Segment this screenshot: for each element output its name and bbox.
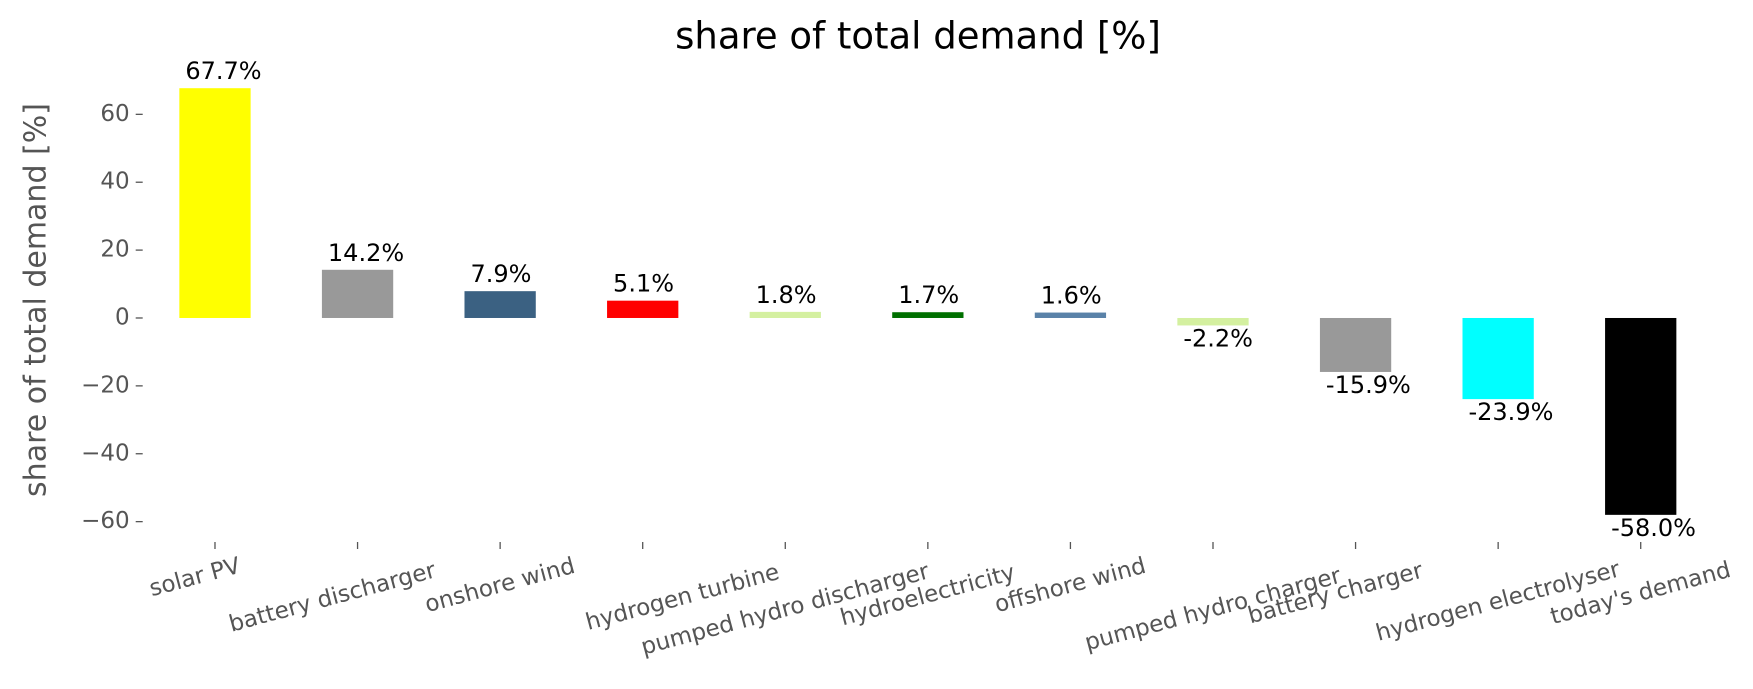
y-tick-label: 0	[115, 304, 130, 330]
y-tick-label: −60	[81, 508, 130, 534]
bar	[607, 300, 679, 318]
bar	[1462, 317, 1534, 400]
value-label: 14.2%	[328, 239, 404, 267]
bar	[321, 269, 394, 318]
bar	[749, 311, 821, 318]
x-tick-label: battery discharger	[226, 557, 439, 637]
value-label: -15.9%	[1326, 371, 1411, 399]
bar	[1605, 317, 1677, 515]
value-label: -23.9%	[1468, 398, 1553, 426]
x-tick-label: solar PV	[147, 553, 244, 602]
bar	[179, 88, 251, 318]
y-tick-label: 60	[100, 101, 129, 127]
y-tick-label: 20	[100, 237, 129, 263]
value-label: -2.2%	[1183, 324, 1253, 352]
value-label: 1.8%	[756, 281, 817, 309]
value-label: 1.7%	[898, 281, 959, 309]
bar	[1319, 317, 1392, 372]
value-label: 7.9%	[470, 260, 531, 288]
bar	[892, 312, 964, 318]
value-label: 67.7%	[185, 57, 261, 85]
x-tick-label: offshore wind	[992, 553, 1149, 618]
y-tick-label: 40	[100, 169, 129, 195]
y-axis-label: share of total demand [%]	[19, 103, 54, 497]
value-label: 1.6%	[1041, 282, 1102, 310]
bar	[1177, 317, 1249, 326]
value-label: -58.0%	[1611, 514, 1696, 542]
x-tick-label: onshore wind	[422, 553, 578, 618]
bar	[464, 291, 536, 318]
y-tick-label: −20	[81, 372, 130, 398]
bar	[1034, 312, 1107, 318]
value-label: 5.1%	[613, 270, 674, 298]
chart-title: share of total demand [%]	[675, 15, 1161, 58]
y-tick-label: −40	[81, 440, 130, 466]
